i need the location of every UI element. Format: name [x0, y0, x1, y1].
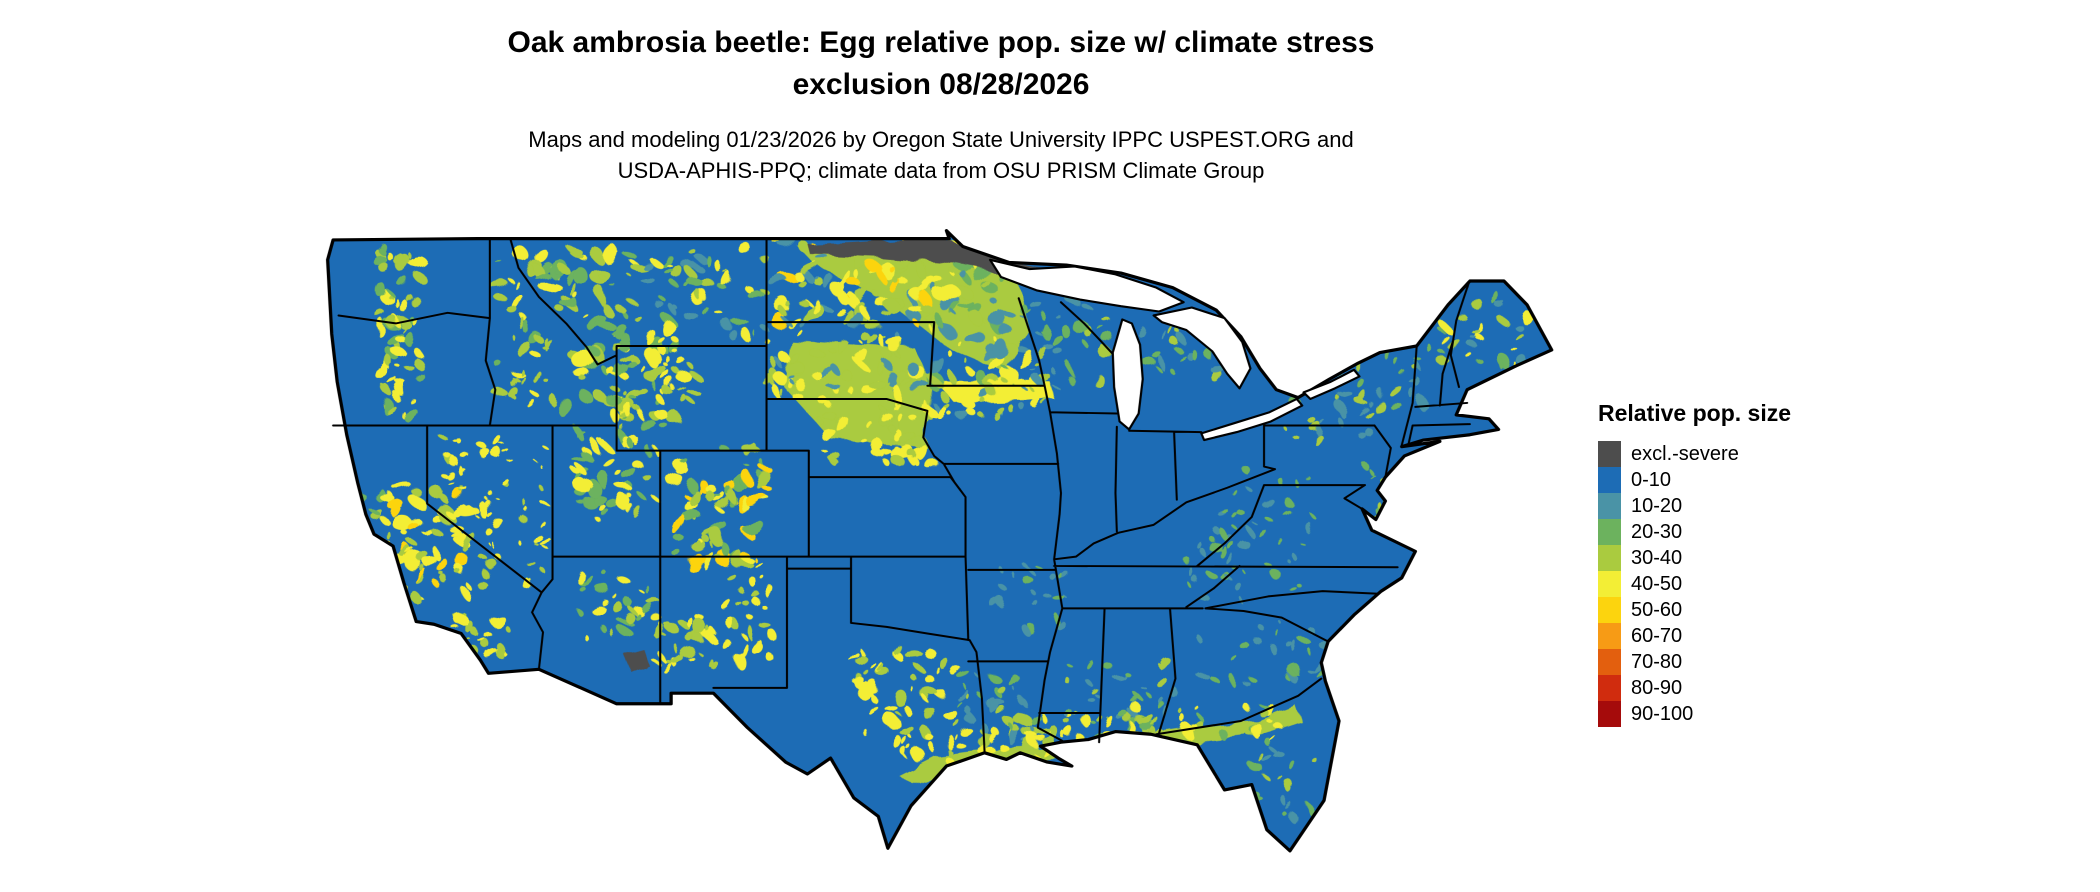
- severe-exclusion-band: [807, 235, 1053, 282]
- great-lakes: [988, 258, 1361, 442]
- legend-row: 50-60: [1598, 597, 1898, 623]
- legend-label: 30-40: [1631, 547, 1683, 569]
- legend-swatch: [1598, 519, 1621, 545]
- map-subtitle-line2: USDA-APHIS-PPQ; climate data from OSU PR…: [617, 158, 1265, 183]
- lake-superior: [988, 258, 1185, 313]
- state-borders: [332, 237, 1471, 754]
- legend-swatch: [1598, 467, 1621, 493]
- legend-row: 0-10: [1598, 467, 1898, 493]
- legend-row: 20-30: [1598, 519, 1898, 545]
- legend-row: 30-40: [1598, 545, 1898, 571]
- map-title-line2: exclusion 08/28/2026: [792, 68, 1090, 101]
- population-speckles: [354, 233, 1534, 824]
- legend-label: 40-50: [1631, 573, 1683, 595]
- legend-swatch: [1598, 545, 1621, 571]
- legend-label: 10-20: [1631, 495, 1683, 517]
- legend-swatch: [1598, 649, 1621, 675]
- legend-row: 60-70: [1598, 623, 1898, 649]
- legend-label: 20-30: [1631, 521, 1683, 543]
- population-texture: [354, 233, 1534, 824]
- legend-row: 40-50: [1598, 571, 1898, 597]
- legend-row: 10-20: [1598, 493, 1898, 519]
- lake-michigan: [1111, 318, 1144, 431]
- us-map: [314, 228, 1568, 884]
- map-title-line1: Oak ambrosia beetle: Egg relative pop. s…: [507, 26, 1375, 59]
- legend-label: 90-100: [1631, 703, 1694, 725]
- legend-label: 60-70: [1631, 625, 1683, 647]
- legend-title: Relative pop. size: [1598, 400, 1792, 426]
- legend-row: 70-80: [1598, 649, 1898, 675]
- legend-swatch: [1598, 441, 1621, 467]
- lake-ontario: [1302, 368, 1361, 401]
- legend-label: 70-80: [1631, 651, 1683, 673]
- severe-exclusion-spot-az: [624, 649, 650, 674]
- legend-label: 0-10: [1631, 469, 1672, 491]
- legend-swatch: [1598, 701, 1621, 727]
- lake-erie: [1200, 397, 1304, 442]
- legend-label: 80-90: [1631, 677, 1683, 699]
- legend-row: excl.-severe: [1598, 441, 1898, 467]
- legend-row: 80-90: [1598, 675, 1898, 701]
- legend-swatch: [1598, 623, 1621, 649]
- map-subtitle: Maps and modeling 01/23/2026 by Oregon S…: [314, 124, 1568, 186]
- legend-label: 50-60: [1631, 599, 1683, 621]
- map-title: Oak ambrosia beetle: Egg relative pop. s…: [314, 22, 1568, 106]
- lake-huron: [1152, 306, 1252, 390]
- legend-swatch: [1598, 493, 1621, 519]
- map-subtitle-line1: Maps and modeling 01/23/2026 by Oregon S…: [528, 127, 1354, 152]
- legend-row: 90-100: [1598, 701, 1898, 727]
- legend-swatch: [1598, 597, 1621, 623]
- legend-swatch: [1598, 571, 1621, 597]
- legend: Relative pop. size excl.-severe 0-10 10-20…: [1598, 400, 1898, 727]
- legend-swatch: [1598, 675, 1621, 701]
- legend-label: excl.-severe: [1631, 443, 1739, 465]
- legend-rows: excl.-severe 0-10 10-20 20-30 30-40 40-50 50-6…: [1598, 441, 1898, 727]
